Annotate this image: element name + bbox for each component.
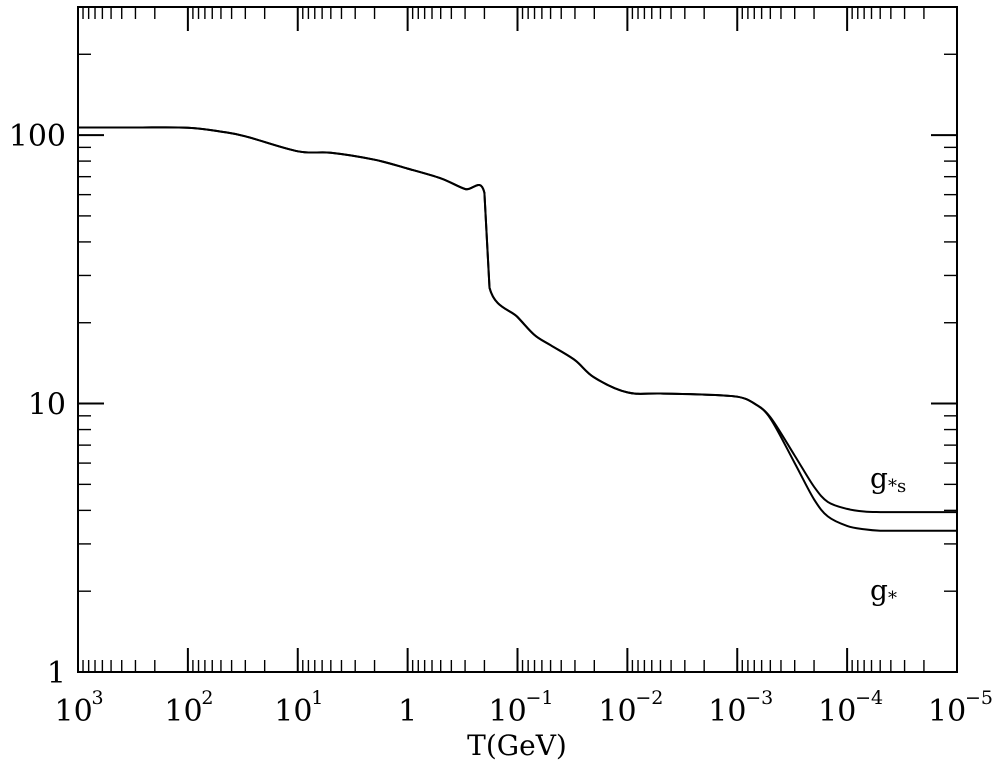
y-tick-label: 1 bbox=[47, 656, 66, 691]
y-tick-label: 10 bbox=[28, 388, 66, 423]
x-tick-exponent: −1 bbox=[526, 687, 554, 709]
x-tick-base: 10 bbox=[818, 694, 856, 729]
x-tick-base: 10 bbox=[55, 694, 93, 729]
x-tick-label: 10−5 bbox=[928, 687, 993, 729]
x-tick-label: 1 bbox=[398, 694, 417, 729]
major-ticks bbox=[77, 7, 958, 673]
svg-text:g: g bbox=[870, 574, 888, 607]
x-tick-exponent: −5 bbox=[965, 687, 993, 709]
x-tick-label: 101 bbox=[274, 687, 323, 729]
x-axis-title: T(GeV) bbox=[467, 729, 567, 762]
x-tick-exponent: 3 bbox=[92, 687, 104, 709]
x-tick-base: 10 bbox=[274, 694, 312, 729]
svg-text:*: * bbox=[888, 588, 897, 609]
svg-text:g: g bbox=[870, 462, 888, 495]
x-tick-exponent: −3 bbox=[745, 687, 773, 709]
x-tick-base: 1 bbox=[398, 694, 417, 729]
series-line-g-star-s bbox=[77, 126, 957, 514]
svg-text:*s: *s bbox=[888, 476, 906, 497]
x-tick-base: 10 bbox=[598, 694, 636, 729]
series-line-g-star bbox=[77, 126, 957, 532]
y-tick-label: 100 bbox=[9, 119, 66, 154]
x-tick-label: 10−3 bbox=[708, 687, 773, 729]
x-tick-base: 10 bbox=[164, 694, 202, 729]
x-tick-label: 103 bbox=[55, 687, 104, 729]
series-layer bbox=[77, 126, 957, 532]
x-tick-exponent: 1 bbox=[311, 687, 323, 709]
x-tick-base: 10 bbox=[489, 694, 527, 729]
series-label-g-star: g * bbox=[870, 574, 897, 609]
x-tick-exponent: −2 bbox=[635, 687, 663, 709]
y-tick-labels: 1 10 100 bbox=[9, 119, 66, 691]
plot-frame bbox=[77, 6, 958, 673]
series-labels: g *sg * bbox=[870, 462, 906, 609]
x-tick-exponent: 2 bbox=[201, 687, 213, 709]
x-tick-labels: 103 102 101 1 10−1 10−2 10−3 10−4 10−5 bbox=[55, 687, 994, 729]
x-tick-exponent: −4 bbox=[855, 687, 883, 709]
x-tick-base: 10 bbox=[928, 694, 966, 729]
series-label-g-star-s: g *s bbox=[870, 462, 906, 497]
x-tick-label: 10−1 bbox=[489, 687, 554, 729]
x-tick-label: 102 bbox=[164, 687, 213, 729]
x-tick-label: 10−2 bbox=[598, 687, 663, 729]
x-tick-base: 10 bbox=[708, 694, 746, 729]
minor-ticks bbox=[78, 6, 957, 672]
x-tick-label: 10−4 bbox=[818, 687, 883, 729]
